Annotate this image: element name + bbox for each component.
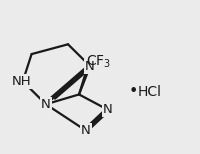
Text: N: N: [103, 103, 113, 116]
Text: N: N: [81, 124, 91, 137]
Text: CF$_3$: CF$_3$: [86, 54, 111, 70]
Text: HCl: HCl: [138, 85, 162, 99]
Text: •: •: [128, 84, 138, 99]
Text: N: N: [41, 98, 51, 111]
Text: NH: NH: [12, 75, 31, 88]
Text: N: N: [85, 60, 95, 73]
